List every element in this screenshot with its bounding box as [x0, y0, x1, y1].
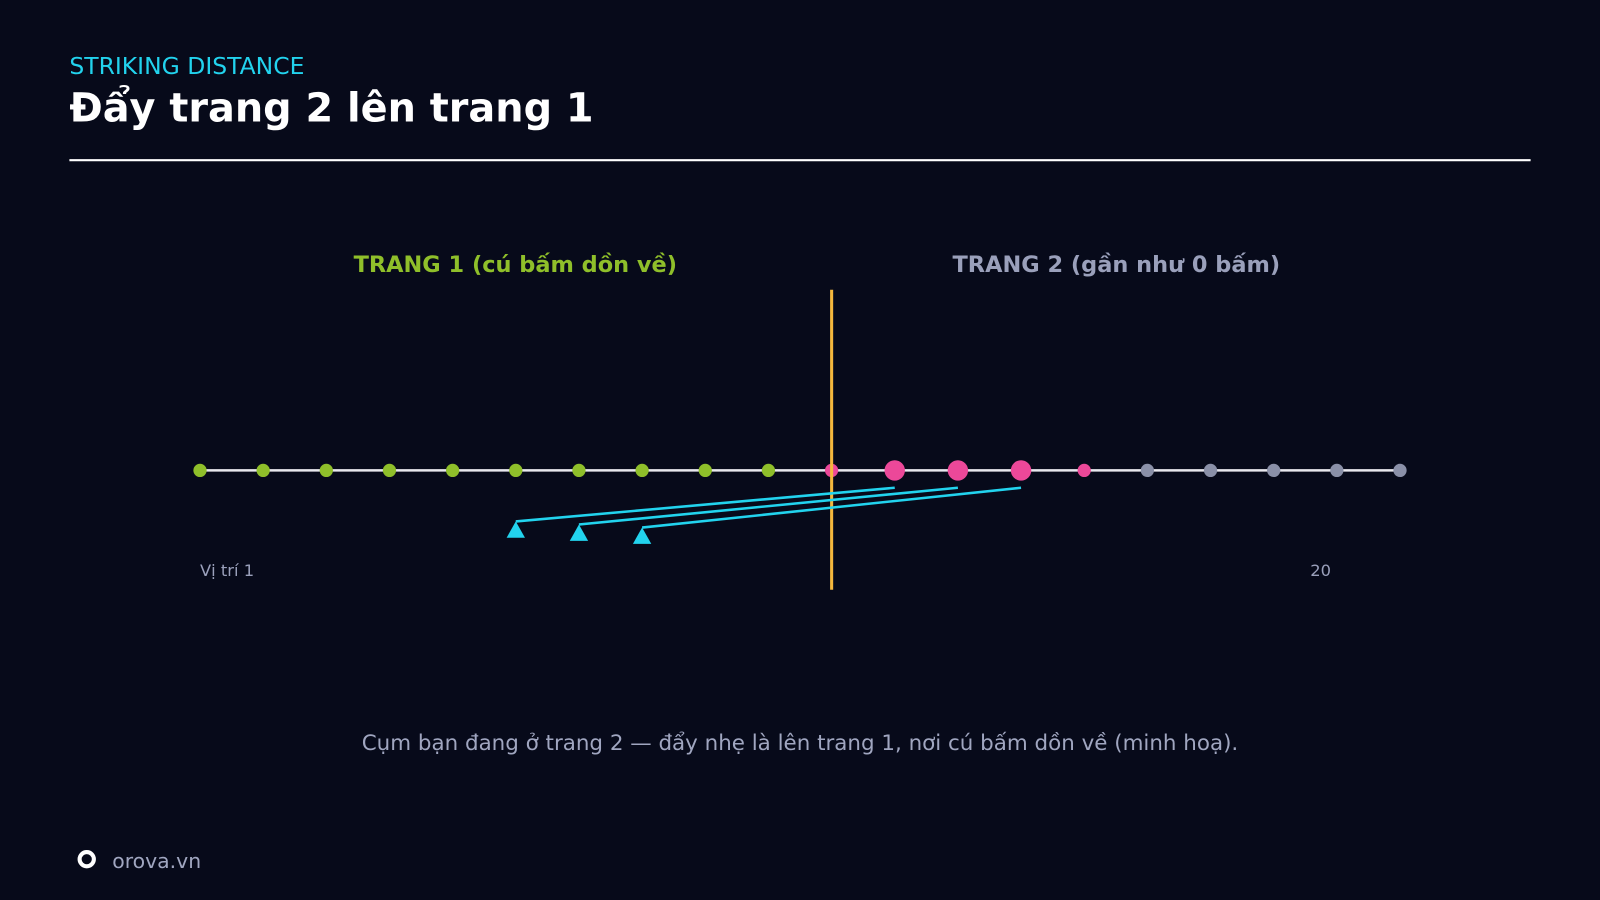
position-dot — [1140, 463, 1155, 478]
page1-label: TRANG 1 (cú bấm dồn về) — [354, 251, 677, 278]
position-dot — [698, 463, 712, 478]
position-dot — [256, 463, 270, 478]
move-arrow — [578, 486, 959, 526]
track — [193, 460, 1407, 481]
kicker: STRIKING DISTANCE — [69, 52, 304, 80]
start-label: Vị trí 1 — [200, 561, 254, 580]
position-dot — [761, 463, 776, 478]
page2-label: TRANG 2 (gần như 0 bấm) — [953, 251, 1281, 278]
move-target — [506, 521, 525, 538]
caption: Cụm bạn đang ở trang 2 — đẩy nhẹ là lên … — [362, 731, 1239, 756]
position-dot — [1203, 463, 1218, 478]
position-dot — [319, 463, 333, 478]
move-target — [569, 524, 589, 541]
position-dot — [635, 463, 649, 478]
title: Đẩy trang 2 lên trang 1 — [69, 86, 593, 132]
position-dot — [572, 463, 586, 478]
position-dot — [1010, 460, 1032, 481]
position-dot — [1330, 463, 1344, 478]
position-dot — [445, 463, 460, 478]
end-label: 20 — [1310, 561, 1331, 580]
position-dot — [193, 463, 207, 478]
position-dot — [884, 460, 905, 481]
move-arrow — [641, 486, 1022, 529]
move-arrow — [515, 486, 895, 523]
position-dot — [1077, 463, 1091, 478]
brand: orova.vn — [112, 849, 201, 873]
position-dot — [509, 463, 523, 478]
position-dot — [1393, 463, 1407, 478]
position-dot — [947, 460, 969, 481]
move-target — [632, 527, 652, 544]
position-dot — [1267, 463, 1281, 478]
position-dot — [382, 463, 397, 478]
brand-logo — [77, 850, 96, 869]
